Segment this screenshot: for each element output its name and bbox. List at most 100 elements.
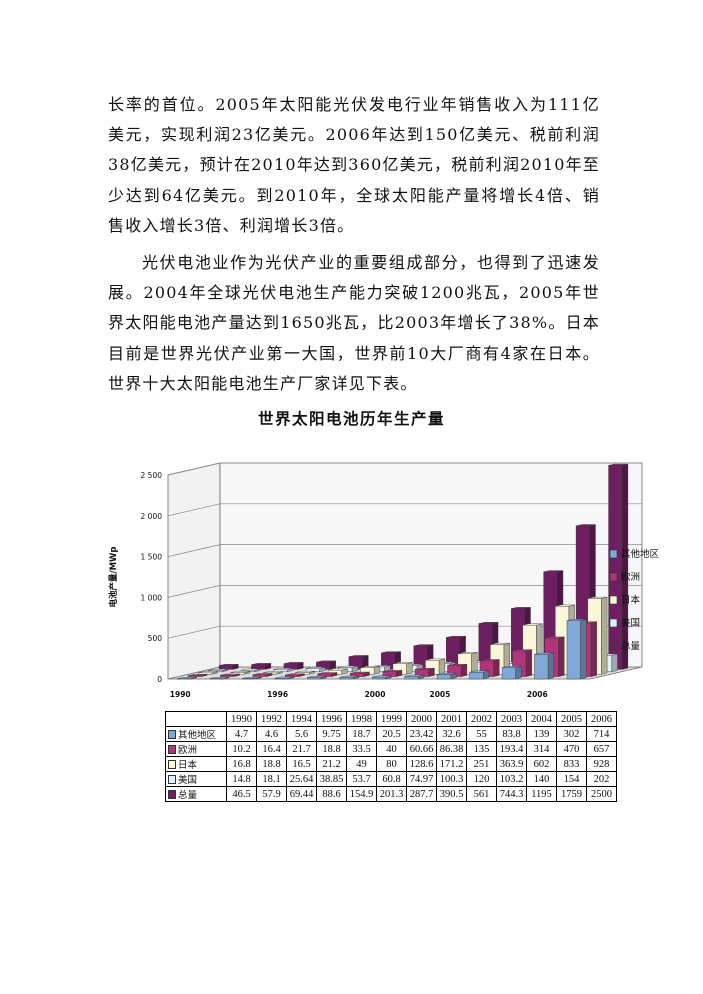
legend-label: 美国 [621,617,640,629]
bar-欧洲-1990 [187,674,208,677]
bar-欧洲-2002 [447,664,468,677]
legend-swatch [168,730,176,739]
table-row: 日本 16.8 18.8 16.5 21.2 49 80 128.6 171.2 251 363.9… [165,756,617,772]
table-cell: 100.3 [436,771,467,787]
bar-chart: 0 500 1 000 1 500 2 000 2 500 电池产量/MWp 1990 1996… [108,462,660,699]
bar-front [501,667,516,680]
bar-top [242,677,262,679]
table-cell: 80 [376,756,407,772]
table-header-year: 2003 [496,711,527,727]
bar-其他地区-2001 [404,674,425,680]
table-cell: 57.9 [256,786,287,802]
bar-top [209,677,230,679]
bar-top [251,663,271,665]
x-tick-label: 1990 [170,690,191,699]
bar-top [413,644,434,647]
table-cell: 744.3 [496,786,527,802]
gridline [167,503,642,517]
bar-side [460,664,468,677]
table-cell: 2500 [586,786,617,802]
legend-swatch [609,618,618,628]
bar-top [469,670,489,673]
bar-front [198,672,213,675]
bar-top [274,676,295,679]
bar-top [328,668,348,671]
bar-欧洲-1996 [284,673,305,677]
bar-其他地区-1992 [209,677,230,680]
bar-其他地区-1994 [242,676,262,680]
bar-front [307,677,322,680]
x-tick-label: 2000 [365,690,386,699]
legend-swatch [609,595,618,605]
bar-欧洲-1994 [252,673,273,677]
bar-front [608,465,623,670]
table-cell: 69.44 [286,786,317,802]
bar-top [566,619,587,621]
table-row-label: 美国 [165,771,227,787]
table-cell: 1195 [526,786,557,802]
bar-side [558,636,565,677]
bar-top [534,652,554,655]
bar-top [447,664,467,666]
bar-其他地区-1998 [307,675,327,680]
bar-side [621,463,629,670]
table-cell: 18.7 [346,726,377,742]
table-cell: 16.8 [226,756,257,772]
table-cell: 32.6 [436,726,467,742]
table-cell: 38.85 [316,771,347,787]
table-cell: 46.5 [226,786,257,802]
table-cell: 10.2 [226,741,257,757]
bar-top [220,673,240,676]
bar-top [457,652,478,654]
bar-欧洲-2001 [414,667,435,677]
gridline [167,544,642,557]
bar-其他地区-1999 [339,675,360,680]
table-header-year: 1998 [346,711,377,727]
bar-top [285,673,305,676]
table-cell: 201.3 [376,786,407,802]
bar-side [590,621,597,677]
bar-front [534,654,549,680]
bar-top [587,596,608,599]
table-cell: 714 [586,726,617,742]
x-tick-label: 1996 [267,690,288,699]
table-cell: 21.7 [286,741,317,757]
bar-其他地区-2004 [501,666,522,680]
legend-swatch [168,775,176,784]
data-table: 1990 1992 1994 1996 1998 1999 2000 2001 2002 2003… [165,711,617,802]
bar-top [177,677,197,679]
table-cell: 25.64 [286,771,317,787]
bar-side [611,653,618,673]
legend-swatch [168,760,176,769]
bar-top [230,671,251,673]
bar-top [511,607,531,609]
bar-top [283,662,304,664]
bar-front [404,676,419,680]
table-row-label: 总量 [165,786,227,802]
legend-swatch [609,641,618,651]
table-header-year: 2000 [406,711,437,727]
series-name: 美国 [178,775,198,786]
y-tick-label: 0 [157,675,162,684]
bar-欧洲-1998 [317,672,338,677]
table-row-label: 其他地区 [165,726,227,742]
bar-总量-1994 [283,662,304,670]
bar-front [469,671,484,680]
bar-top [348,655,369,657]
bar-side [580,619,587,680]
table-cell: 60.66 [406,741,437,757]
table-cell: 287.7 [406,786,437,802]
bar-side [601,596,608,675]
y-tick-label: 2 000 [141,512,163,521]
x-tick-label: 2005 [429,690,450,699]
paragraph-1: 长率的首位。2005年太阳能光伏发电行业年销售收入为111亿美元，实现利润23亿… [108,95,600,235]
table-cell: 23.42 [406,726,437,742]
bar-top [404,674,425,677]
bar-top [490,642,510,645]
table-cell: 18.8 [316,741,347,757]
bar-其他地区-2005 [534,652,555,680]
legend-swatch [609,549,618,559]
table-cell: 55 [466,726,497,742]
bar-总量-2006 [608,463,629,670]
table-header-year: 2006 [586,711,617,727]
